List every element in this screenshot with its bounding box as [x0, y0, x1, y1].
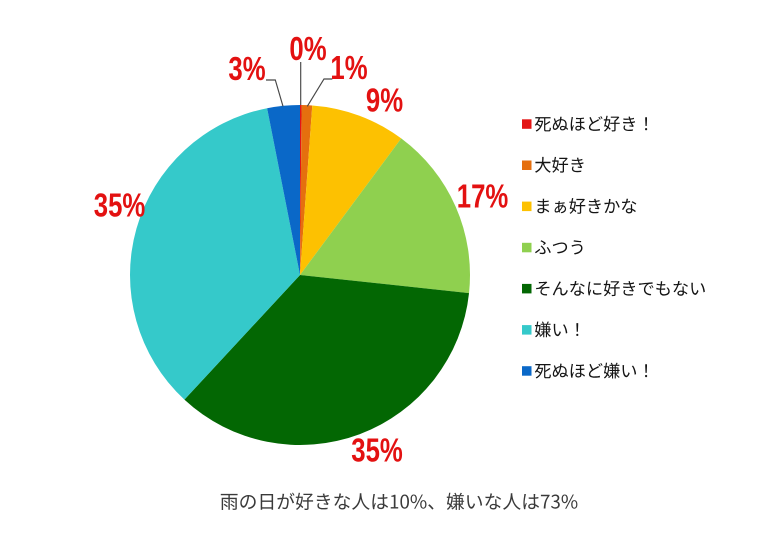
svg-text:35%: 35%: [351, 433, 402, 470]
svg-text:17%: 17%: [457, 179, 508, 216]
svg-text:9%: 9%: [366, 83, 403, 120]
svg-text:1%: 1%: [330, 50, 367, 87]
svg-text:35%: 35%: [94, 188, 145, 225]
svg-text:0%: 0%: [289, 31, 326, 68]
svg-text:3%: 3%: [228, 51, 265, 88]
